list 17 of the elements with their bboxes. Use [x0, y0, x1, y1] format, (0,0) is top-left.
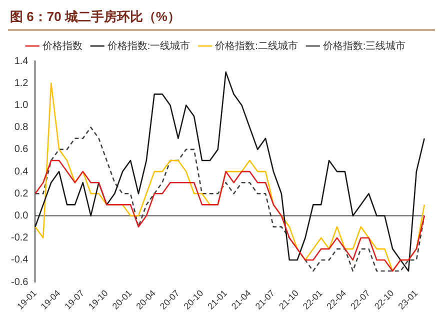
y-tick-label: 1.4: [14, 56, 29, 67]
y-tick-label: 1.0: [14, 100, 29, 111]
legend-label: 价格指数:二线城市: [214, 40, 298, 52]
legend-label: 价格指数:一线城市: [106, 40, 190, 52]
legend-label: 价格指数:三线城市: [322, 40, 406, 52]
y-tick-label: -0.4: [10, 254, 29, 266]
y-tick-label: 0.6: [14, 144, 29, 156]
legend-label: 价格指数: [41, 40, 82, 52]
line-series: [34, 126, 426, 272]
y-tick-label: 0.4: [14, 166, 29, 178]
y-tick-label: 1.2: [14, 78, 29, 89]
y-tick-label: 0.0: [14, 210, 29, 222]
y-tick-label: -0.6: [10, 276, 29, 288]
y-tick-label: 0.8: [14, 122, 29, 134]
y-tick-label: 0.2: [14, 188, 29, 200]
chart-title: 图 6：70 城二手房环比（%）: [8, 8, 435, 31]
y-tick-label: -0.2: [10, 232, 29, 244]
